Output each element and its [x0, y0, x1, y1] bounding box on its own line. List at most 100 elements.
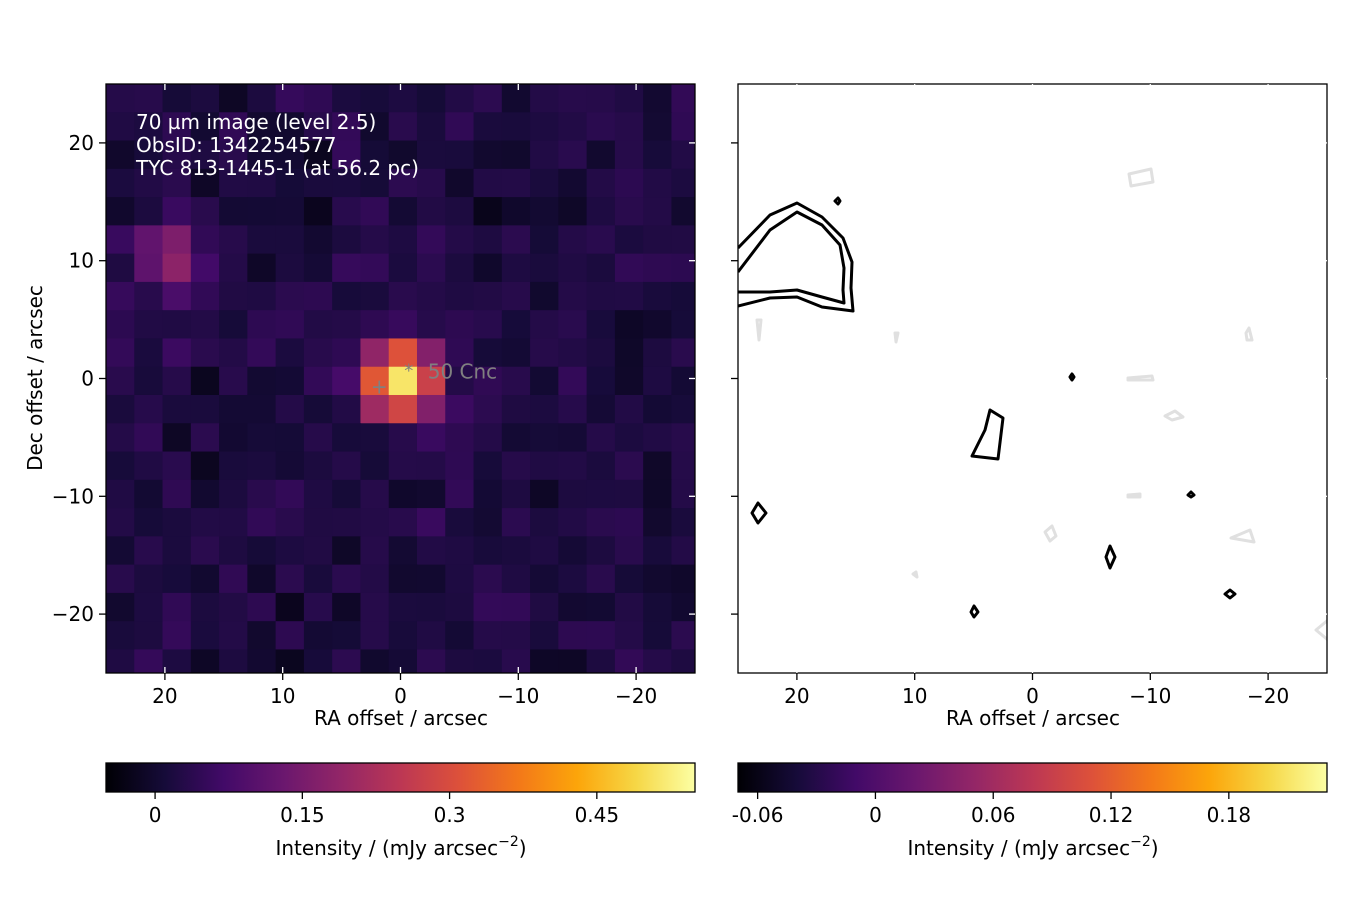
heatmap-cell	[275, 281, 305, 311]
heatmap-cell	[530, 253, 559, 283]
heatmap-cell	[191, 678, 220, 707]
heatmap-cell	[162, 451, 192, 481]
heatmap-cell	[586, 479, 616, 509]
heatmap-cell	[332, 592, 362, 622]
heatmap-cell	[219, 112, 248, 142]
heatmap-cell	[388, 366, 418, 396]
y-tick-label: 0	[81, 367, 94, 391]
heatmap-cell	[332, 281, 362, 311]
negative-contour-7	[755, 318, 763, 342]
heatmap-cell	[275, 112, 305, 142]
heatmap-cell	[134, 479, 164, 509]
heatmap-cell	[360, 678, 389, 707]
heatmap-cell	[247, 564, 277, 594]
heatmap-cell	[219, 451, 248, 481]
heatmap-cell	[360, 536, 390, 566]
heatmap-cell	[332, 423, 362, 453]
heatmap-cell	[106, 112, 135, 142]
heatmap-cell	[190, 394, 220, 424]
heatmap-cell	[332, 678, 361, 707]
heatmap-cell	[700, 423, 729, 452]
star-label: 50 Cnc	[428, 360, 497, 384]
heatmap-cell	[614, 281, 644, 311]
heatmap-cell	[219, 366, 248, 396]
heatmap-cell	[388, 592, 418, 622]
heatmap-cell	[700, 169, 729, 198]
heatmap-cell	[106, 621, 135, 651]
heatmap-cell	[332, 84, 362, 113]
heatmap-cell	[360, 366, 390, 396]
heatmap-cell	[614, 84, 644, 113]
heatmap-cell	[416, 84, 446, 113]
heatmap-cell	[614, 112, 644, 142]
heatmap-cell	[643, 508, 673, 537]
heatmap-cell	[473, 536, 503, 566]
heatmap-cell	[275, 253, 305, 283]
heatmap-cell	[247, 140, 277, 170]
heatmap-cell	[643, 621, 673, 651]
heatmap-cell	[614, 451, 644, 481]
heatmap-cell	[587, 678, 616, 707]
heatmap-cell	[586, 225, 616, 255]
heatmap-cell	[134, 649, 164, 673]
y-tick-label: 10	[69, 249, 94, 273]
heatmap-cell	[501, 649, 531, 673]
heatmap-cell	[219, 536, 248, 566]
heatmap-cell	[332, 197, 362, 226]
heatmap-cell	[501, 394, 531, 424]
left-axis-ticks: 20 10 0 −10 −20 20 10 0 −10 −20	[52, 84, 695, 708]
heatmap-cell	[643, 281, 673, 311]
heatmap-cell	[586, 366, 616, 396]
heatmap-cell	[106, 678, 135, 707]
heatmap-cell	[416, 564, 446, 594]
heatmap-cell	[162, 225, 192, 255]
heatmap-cell	[360, 168, 390, 198]
negative-contour-6	[1126, 492, 1142, 499]
heatmap-cell	[162, 253, 192, 283]
heatmap-cell	[360, 508, 390, 537]
heatmap-cell	[303, 621, 333, 651]
heatmap-cell	[643, 479, 673, 509]
heatmap-cell	[586, 140, 616, 170]
heatmap-cell	[700, 225, 729, 254]
heatmap-cell	[501, 168, 531, 198]
heatmap-cell	[247, 592, 277, 622]
heatmap-cell	[247, 508, 277, 537]
negative-contour-10	[911, 570, 919, 579]
heatmap-cell	[162, 168, 192, 198]
heatmap-cell	[614, 310, 644, 340]
x-tick-label: −20	[615, 684, 657, 708]
heatmap-cell	[275, 225, 305, 255]
x-tick-label: 20	[152, 684, 177, 708]
heatmap-cell	[643, 592, 673, 622]
heatmap-cell	[614, 649, 644, 673]
colorbar-tick-label: 0	[869, 803, 882, 827]
heatmap-cell	[501, 281, 531, 311]
heatmap-cell	[501, 112, 531, 142]
heatmap-cell	[190, 338, 220, 368]
heatmap-cell	[473, 479, 503, 509]
heatmap-cell	[586, 112, 616, 142]
heatmap-cell	[416, 197, 446, 226]
heatmap-cell	[671, 140, 695, 170]
heatmap-cell	[586, 197, 616, 226]
heatmap-cell	[275, 84, 305, 113]
heatmap-cell	[614, 621, 644, 651]
heatmap-cell	[558, 366, 588, 396]
right-axis-ticks: 20 10 0 −10 −20	[731, 84, 1327, 708]
x-tick-label: 0	[394, 684, 407, 708]
heatmap-cell	[586, 649, 616, 673]
heatmap-cell	[473, 84, 503, 113]
heatmap-cell	[275, 592, 305, 622]
heatmap-cell	[388, 338, 418, 368]
heatmap-cell	[162, 310, 192, 340]
heatmap-cell	[643, 112, 673, 142]
heatmap-cell	[106, 225, 135, 255]
heatmap-cell	[134, 112, 164, 142]
heatmap-cell	[360, 140, 390, 170]
heatmap-cell	[416, 253, 446, 283]
heatmap-cell	[190, 451, 220, 481]
heatmap-cell	[388, 310, 418, 340]
x-tick-label: −10	[497, 684, 539, 708]
x-tick-label: −10	[1129, 684, 1171, 708]
